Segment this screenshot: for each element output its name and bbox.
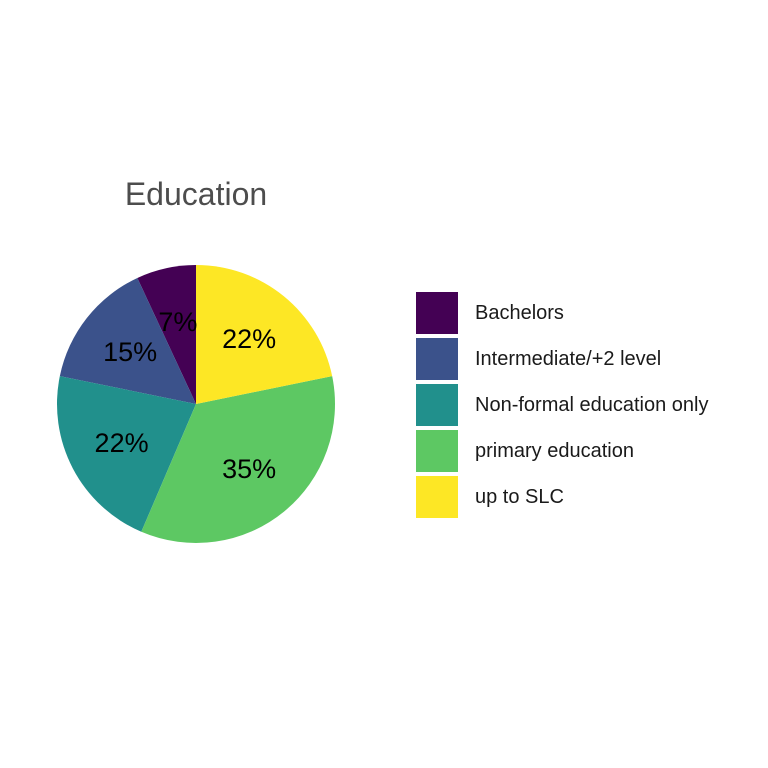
legend-swatch xyxy=(416,384,458,426)
legend-label: Intermediate/+2 level xyxy=(475,347,662,370)
legend-item: Bachelors xyxy=(416,290,708,336)
legend-item: Non-formal education only xyxy=(416,382,708,428)
pie-slice xyxy=(56,376,196,532)
pie-slice xyxy=(137,265,196,404)
legend-item: up to SLC xyxy=(416,474,708,520)
chart-title: Education xyxy=(124,176,268,212)
legend-swatch xyxy=(416,430,458,472)
slice-label: 22% xyxy=(95,428,149,458)
legend-label: Bachelors xyxy=(475,301,564,324)
legend-swatch xyxy=(416,476,458,518)
slice-label: 15% xyxy=(103,337,157,367)
legend-label: primary education xyxy=(475,439,634,462)
pie-slice xyxy=(59,277,197,404)
legend-swatch xyxy=(416,338,458,380)
legend-swatch xyxy=(416,292,458,334)
legend-item: Intermediate/+2 level xyxy=(416,336,708,382)
legend: Bachelors Intermediate/+2 level Non-form… xyxy=(416,290,708,520)
legend-label: Non-formal education only xyxy=(475,393,709,416)
slice-label: 7% xyxy=(158,307,197,337)
slice-label: 35% xyxy=(222,454,276,484)
legend-item: primary education xyxy=(416,428,708,474)
legend-label: up to SLC xyxy=(475,485,564,508)
pie-slice xyxy=(141,376,335,543)
pie-slice xyxy=(196,265,333,404)
slice-label: 22% xyxy=(222,324,276,354)
